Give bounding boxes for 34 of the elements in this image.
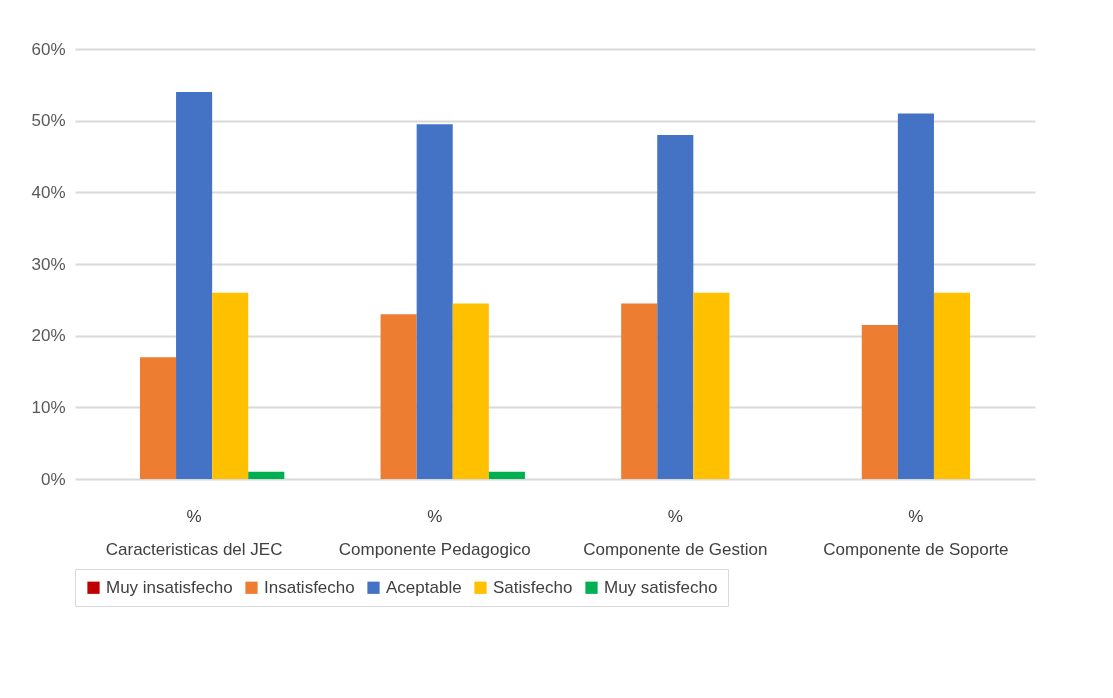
y-tick-label: 60% xyxy=(31,39,66,59)
bar xyxy=(212,292,249,479)
bar xyxy=(248,471,285,479)
bar xyxy=(416,124,453,479)
bar xyxy=(693,292,730,479)
text: % xyxy=(908,507,924,526)
bar xyxy=(139,357,177,479)
legend-label: Aceptable xyxy=(386,577,462,597)
bar xyxy=(861,324,898,479)
bar xyxy=(380,314,417,479)
bar xyxy=(657,135,694,479)
text: % xyxy=(186,507,202,526)
y-tick-label: 0% xyxy=(40,469,66,489)
x-tick-label: Componente de Gestion xyxy=(583,539,768,559)
bar xyxy=(488,471,525,479)
bar xyxy=(933,292,971,479)
y-tick-label: 40% xyxy=(31,182,66,202)
y-tick-label: 30% xyxy=(31,254,66,274)
x-tick-label: Componente de Soporte xyxy=(823,539,1009,559)
x-tick-label: Caracteristicas del JEC xyxy=(105,539,283,559)
bar xyxy=(897,113,934,479)
x-tick-label: Componente Pedagogico xyxy=(338,539,531,559)
text: % xyxy=(427,507,443,526)
y-tick-label: 20% xyxy=(31,326,66,346)
y-tick-label: 50% xyxy=(31,111,66,131)
bar xyxy=(621,303,658,479)
bar xyxy=(176,92,213,479)
legend-label: Muy satisfecho xyxy=(604,577,718,597)
legend-label: Insatisfecho xyxy=(264,577,355,597)
text: % xyxy=(667,507,683,526)
legend-label: Muy insatisfecho xyxy=(106,577,233,597)
y-tick-label: 10% xyxy=(31,397,66,417)
legend-label: Satisfecho xyxy=(493,577,573,597)
bar xyxy=(452,303,489,479)
